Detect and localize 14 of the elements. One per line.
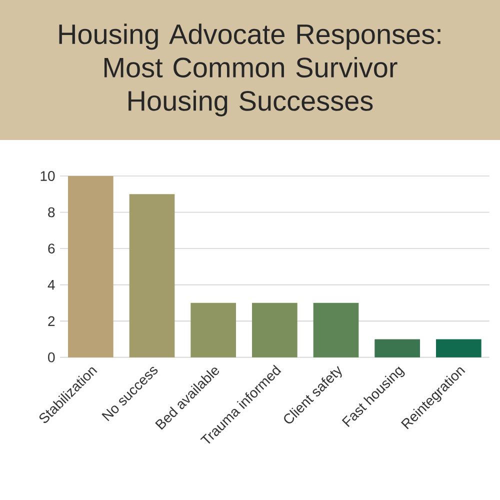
y-tick-label: 4 <box>48 280 55 290</box>
y-tick-label: 6 <box>48 244 55 254</box>
y-tick-label: 8 <box>48 207 55 218</box>
y-tick-label: 0 <box>48 352 55 362</box>
y-tick-label: 2 <box>48 316 55 326</box>
bar <box>190 302 236 358</box>
bar <box>129 194 175 358</box>
bar <box>436 339 482 358</box>
bar <box>68 176 114 358</box>
bar <box>313 302 359 358</box>
chart-title: Housing Advocate Responses: Most Common Survivor Housing Successes <box>59 24 440 116</box>
bar <box>252 302 298 358</box>
bar <box>374 339 420 358</box>
y-tick-label: 10 <box>40 171 55 181</box>
